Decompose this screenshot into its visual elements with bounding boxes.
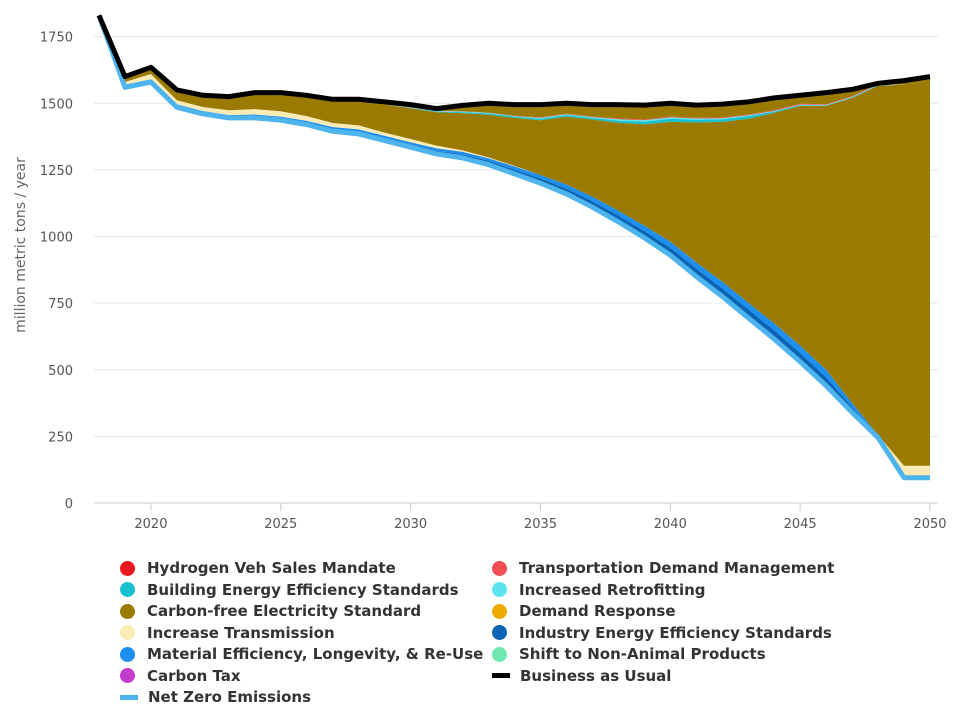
area-carbon-free-electricity-standard <box>99 15 930 466</box>
y-tick-label: 1750 <box>40 31 73 46</box>
legend-swatch <box>492 625 507 641</box>
line-net-zero-emissions <box>96 14 930 481</box>
legend-label: Net Zero Emissions <box>148 688 312 707</box>
y-tick-label: 500 <box>48 364 73 379</box>
x-tick-label: 2050 <box>913 517 946 532</box>
x-tick-label: 2030 <box>394 517 427 532</box>
legend-swatch <box>492 560 507 576</box>
x-tick-label: 2020 <box>134 517 167 532</box>
x-tick-label: 2045 <box>784 517 817 532</box>
legend-label: Business as Usual <box>520 666 672 685</box>
legend-item-increased-retrofitting[interactable]: Increased Retrofitting <box>492 580 864 601</box>
legend-label: Shift to Non-Animal Products <box>519 645 766 664</box>
legend-label: Demand Response <box>519 602 676 621</box>
stacked-areas <box>99 15 930 478</box>
legend-label: Carbon Tax <box>147 666 241 685</box>
legend-item-demand-response[interactable]: Demand Response <box>492 601 864 622</box>
x-tick-label: 2025 <box>264 517 297 532</box>
legend-label: Industry Energy Efficiency Standards <box>519 623 832 642</box>
axes: 0 250 500 750 1000 1250 1500 1750 2020 2025 2030 20… <box>40 31 947 532</box>
y-tick-label: 0 <box>65 497 73 512</box>
legend-item-hydrogen-veh-sales-mandate[interactable]: Hydrogen Veh Sales Mandate <box>120 558 492 579</box>
legend-item-carbon-free-electricity-standard[interactable]: Carbon-free Electricity Standard <box>120 601 492 622</box>
legend-swatch <box>492 646 507 662</box>
legend-item-business-as-usual[interactable]: Business as Usual <box>492 666 864 687</box>
legend-item-material-efficiency-longevity-re-use[interactable]: Material Efficiency, Longevity, & Re-Use <box>120 644 492 665</box>
legend-item-carbon-tax[interactable]: Carbon Tax <box>120 666 492 687</box>
x-tick-label: 2035 <box>524 517 557 532</box>
legend-swatch <box>492 673 510 679</box>
chart-legend: Hydrogen Veh Sales Mandate Transportation… <box>120 558 880 708</box>
legend-swatch <box>120 582 135 598</box>
legend-item-increase-transmission[interactable]: Increase Transmission <box>120 623 492 644</box>
legend-item-net-zero-emissions[interactable]: Net Zero Emissions <box>120 687 492 708</box>
legend-item-industry-energy-efficiency-standards[interactable]: Industry Energy Efficiency Standards <box>492 623 864 644</box>
y-tick-label: 1250 <box>40 164 73 179</box>
legend-swatch <box>120 668 135 684</box>
legend-label: Hydrogen Veh Sales Mandate <box>147 559 396 578</box>
legend-swatch <box>120 694 138 700</box>
legend-item-shift-to-non-animal-products[interactable]: Shift to Non-Animal Products <box>492 644 864 665</box>
legend-swatch <box>492 582 507 598</box>
line-business-as-usual <box>96 14 931 112</box>
legend-swatch <box>120 625 135 641</box>
legend-swatch <box>120 560 135 576</box>
legend-swatch <box>492 603 507 619</box>
legend-item-building-energy-efficiency-standards[interactable]: Building Energy Efficiency Standards <box>120 580 492 601</box>
legend-swatch <box>120 646 135 662</box>
y-tick-label: 250 <box>48 430 73 445</box>
y-tick-label: 1000 <box>40 231 73 246</box>
legend-label: Increase Transmission <box>147 623 335 642</box>
y-tick-label: 750 <box>48 297 73 312</box>
legend-label: Increased Retrofitting <box>519 580 706 599</box>
scenario-lines <box>96 14 931 481</box>
x-tick-label: 2040 <box>654 517 687 532</box>
y-tick-label: 1500 <box>40 97 73 112</box>
legend-label: Building Energy Efficiency Standards <box>147 580 459 599</box>
legend-label: Carbon-free Electricity Standard <box>147 602 422 621</box>
legend-label: Material Efficiency, Longevity, & Re-Use <box>147 645 484 664</box>
legend-label: Transportation Demand Management <box>519 559 835 578</box>
legend-swatch <box>120 603 135 619</box>
y-axis-label: million metric tons / year <box>13 157 29 333</box>
legend-item-transportation-demand-management[interactable]: Transportation Demand Management <box>492 558 864 579</box>
